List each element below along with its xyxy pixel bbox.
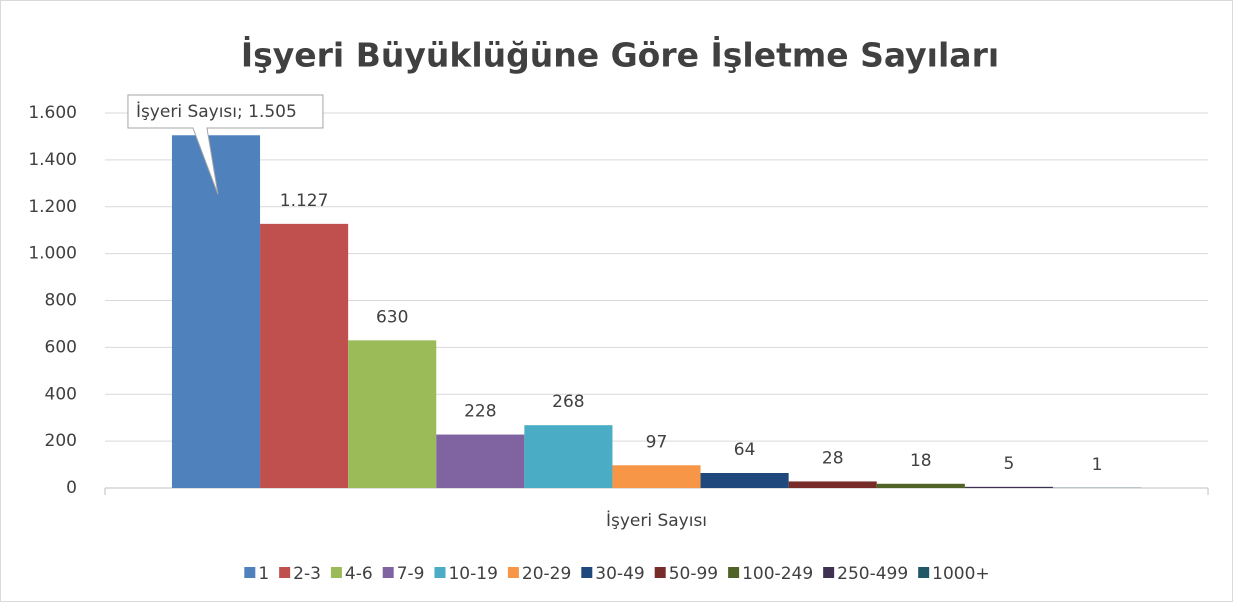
- legend-label: 10-19: [448, 564, 497, 584]
- bar: [612, 465, 700, 488]
- legend-swatch: [331, 567, 342, 578]
- legend-swatch: [655, 567, 666, 578]
- legend-label: 30-49: [595, 564, 644, 584]
- data-label: 1.127: [280, 191, 329, 211]
- y-tick-label: 0: [66, 478, 77, 498]
- legend-label: 7-9: [397, 564, 425, 584]
- legend-swatch: [434, 567, 445, 578]
- y-tick-label: 1.600: [28, 103, 77, 123]
- data-label: 630: [376, 307, 408, 327]
- data-label: 228: [464, 402, 496, 422]
- data-label: 1: [1092, 455, 1103, 475]
- data-label: 268: [552, 392, 584, 412]
- legend-label: 100-249: [742, 564, 813, 584]
- data-label: 18: [910, 451, 932, 471]
- legend-swatch: [918, 567, 929, 578]
- legend-label: 1: [258, 564, 269, 584]
- data-label: 28: [822, 448, 844, 468]
- legend-label: 1000+: [932, 564, 990, 584]
- y-tick-label: 800: [45, 291, 77, 311]
- bar: [701, 473, 789, 488]
- y-tick-label: 400: [45, 384, 77, 404]
- legend-label: 50-99: [669, 564, 718, 584]
- y-tick-label: 1.000: [28, 244, 77, 264]
- bar: [789, 481, 877, 488]
- x-tick-label: İşyeri Sayısı: [606, 510, 707, 531]
- legend-swatch: [279, 567, 290, 578]
- legend-swatch: [244, 567, 255, 578]
- y-tick-label: 1.200: [28, 197, 77, 217]
- y-tick-label: 1.400: [28, 150, 77, 170]
- data-label: 5: [1003, 454, 1014, 474]
- bar: [436, 435, 524, 488]
- legend-label: 250-499: [837, 564, 908, 584]
- legend-swatch: [823, 567, 834, 578]
- legend-swatch: [383, 567, 394, 578]
- data-label: İşyeri Sayısı; 1.505: [136, 101, 297, 122]
- legend-swatch: [508, 567, 519, 578]
- bar: [260, 224, 348, 488]
- chart-title: İşyeri Büyüklüğüne Göre İşletme Sayıları: [241, 35, 999, 75]
- bar: [877, 484, 965, 488]
- bar: [965, 487, 1053, 488]
- legend-label: 2-3: [293, 564, 321, 584]
- data-label: 64: [734, 440, 756, 460]
- legend-swatch: [581, 567, 592, 578]
- legend-swatch: [728, 567, 739, 578]
- data-label: 97: [646, 432, 668, 452]
- legend-label: 20-29: [522, 564, 571, 584]
- legend-label: 4-6: [345, 564, 373, 584]
- y-tick-label: 600: [45, 337, 77, 357]
- bar: [524, 425, 612, 488]
- y-tick-label: 200: [45, 431, 77, 451]
- bar: [348, 340, 436, 488]
